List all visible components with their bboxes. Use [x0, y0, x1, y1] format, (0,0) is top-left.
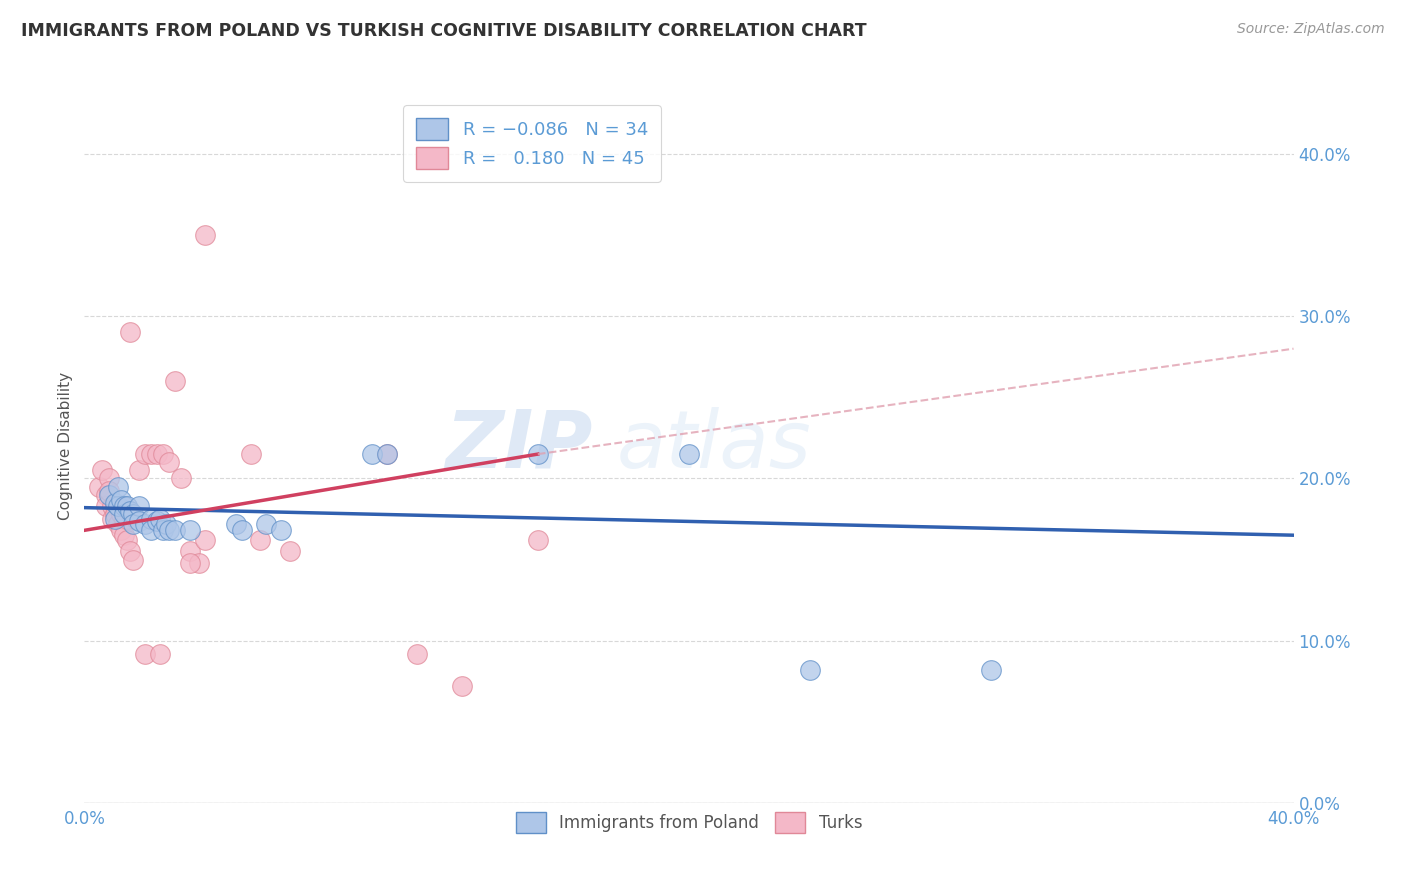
Point [121, 552, 143, 566]
Point [107, 499, 129, 513]
Point [375, 447, 398, 461]
Point [107, 499, 129, 513]
Point [100, 512, 122, 526]
Point [139, 524, 162, 538]
Point [179, 524, 201, 538]
Point [188, 556, 211, 570]
Point [152, 524, 174, 538]
Text: IMMIGRANTS FROM POLAND VS TURKISH COGNITIVE DISABILITY CORRELATION CHART: IMMIGRANTS FROM POLAND VS TURKISH COGNIT… [21, 22, 866, 40]
Point [115, 533, 138, 547]
Point [110, 524, 132, 538]
Point [125, 512, 148, 526]
Point [165, 524, 187, 538]
Text: ZIP: ZIP [444, 407, 592, 485]
Point [152, 447, 174, 461]
Point [451, 679, 474, 693]
Point [104, 507, 127, 521]
Point [110, 492, 132, 507]
Point [94, 488, 117, 502]
Point [179, 556, 201, 570]
Point [375, 447, 398, 461]
Point [249, 533, 271, 547]
Point [118, 544, 141, 558]
Point [170, 471, 193, 485]
Point [104, 496, 127, 510]
Point [89, 479, 111, 493]
Point [128, 514, 150, 528]
Point [112, 512, 135, 526]
Point [128, 463, 150, 477]
Point [134, 647, 156, 661]
Point [112, 499, 135, 513]
Point [157, 455, 180, 469]
Y-axis label: Cognitive Disability: Cognitive Disability [58, 372, 73, 520]
Point [134, 516, 156, 531]
Point [115, 499, 138, 513]
Point [527, 447, 550, 461]
Point [104, 499, 127, 513]
Point [104, 512, 127, 526]
Point [149, 512, 172, 526]
Point [118, 507, 141, 521]
Point [112, 507, 135, 521]
Point [270, 524, 292, 538]
Legend: Immigrants from Poland, Turks: Immigrants from Poland, Turks [503, 801, 875, 845]
Point [225, 516, 247, 531]
Point [165, 374, 187, 388]
Point [97, 488, 120, 502]
Point [678, 447, 700, 461]
Point [97, 471, 120, 485]
Point [146, 447, 169, 461]
Point [278, 544, 301, 558]
Point [118, 326, 141, 340]
Point [194, 533, 217, 547]
Point [118, 504, 141, 518]
Point [107, 479, 129, 493]
Point [134, 447, 156, 461]
Point [128, 499, 150, 513]
Point [360, 447, 382, 461]
Point [112, 528, 135, 542]
Point [94, 499, 117, 513]
Point [107, 516, 129, 531]
Point [980, 663, 1002, 677]
Point [146, 514, 169, 528]
Point [110, 507, 132, 521]
Point [239, 447, 262, 461]
Point [406, 647, 429, 661]
Point [139, 512, 162, 526]
Point [157, 524, 180, 538]
Point [115, 512, 138, 526]
Point [527, 533, 550, 547]
Text: atlas: atlas [616, 407, 811, 485]
Point [149, 647, 172, 661]
Point [100, 499, 122, 513]
Point [139, 447, 162, 461]
Point [231, 524, 253, 538]
Point [121, 507, 143, 521]
Point [155, 516, 177, 531]
Point [121, 516, 143, 531]
Point [97, 484, 120, 499]
Point [254, 516, 277, 531]
Point [799, 663, 821, 677]
Text: Source: ZipAtlas.com: Source: ZipAtlas.com [1237, 22, 1385, 37]
Point [179, 544, 201, 558]
Point [194, 228, 217, 243]
Point [91, 463, 114, 477]
